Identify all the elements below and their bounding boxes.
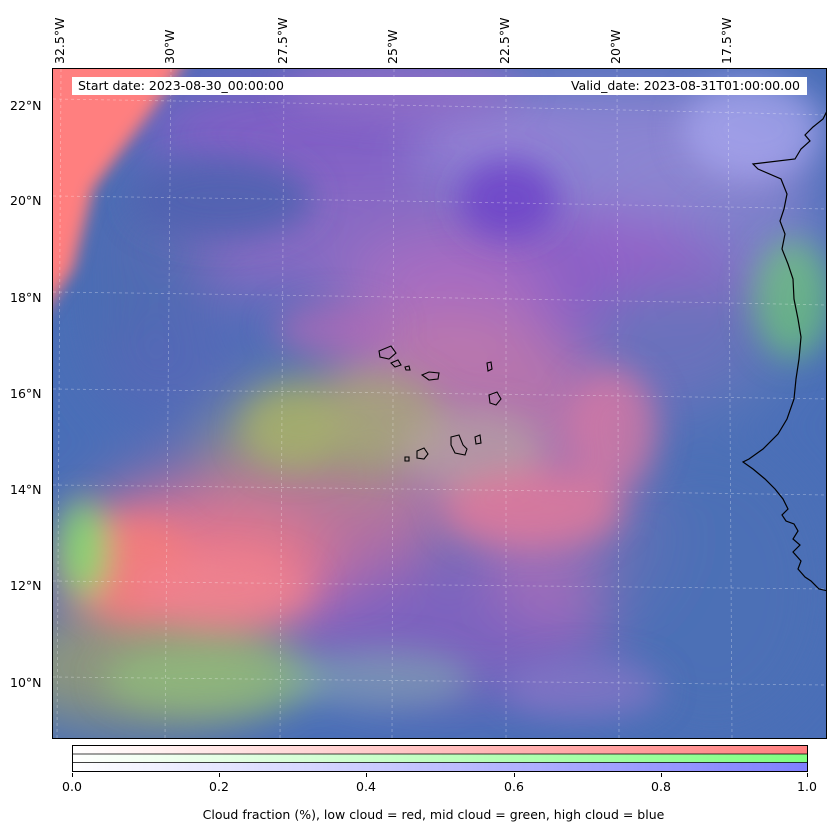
lat-label-10n: 10°N bbox=[10, 675, 42, 690]
lon-label-27-5w: 27.5°W bbox=[275, 17, 290, 64]
lat-label-20n: 20°N bbox=[10, 193, 42, 208]
lat-label-14n: 14°N bbox=[10, 482, 42, 497]
lon-label-32-5w: 32.5°W bbox=[52, 17, 67, 64]
colorbar-low-cloud bbox=[72, 745, 808, 754]
low-cloud-corner bbox=[53, 69, 180, 299]
colorbar-tickmark bbox=[661, 773, 662, 777]
lon-label-22-5w: 22.5°W bbox=[497, 17, 512, 64]
lat-label-18n: 18°N bbox=[10, 290, 42, 305]
graticule bbox=[53, 69, 826, 738]
valid-date: Valid_date: 2023-08-31T01:00:00.00 bbox=[570, 78, 800, 93]
colorbar-mid-cloud bbox=[72, 754, 808, 763]
colorbar-tickmark bbox=[219, 773, 220, 777]
map-header: Start date: 2023-08-30_00:00:00 Valid_da… bbox=[72, 77, 807, 95]
lat-label-12n: 12°N bbox=[10, 578, 42, 593]
cape-verde-islands bbox=[378, 345, 502, 462]
colorbar-tickmark bbox=[807, 773, 808, 777]
lat-label-16n: 16°N bbox=[10, 386, 42, 401]
colorbar-tick-0-8: 0.8 bbox=[651, 779, 671, 794]
lon-label-17-5w: 17.5°W bbox=[719, 17, 734, 64]
colorbar-tick-0-2: 0.2 bbox=[209, 779, 229, 794]
colorbar-tick-0-4: 0.4 bbox=[356, 779, 376, 794]
colorbar-caption: Cloud fraction (%), low cloud = red, mid… bbox=[202, 807, 665, 822]
colorbar-tick-1: 1.0 bbox=[797, 779, 817, 794]
colorbar-tick-0: 0.0 bbox=[62, 779, 82, 794]
colorbar-tickmark bbox=[366, 773, 367, 777]
colorbar bbox=[72, 745, 808, 772]
lon-label-25w: 25°W bbox=[385, 29, 400, 64]
lon-label-30w: 30°W bbox=[162, 29, 177, 64]
colorbar-tickmark bbox=[72, 773, 73, 777]
colorbar-tickmark bbox=[514, 773, 515, 777]
lat-label-22n: 22°N bbox=[10, 98, 42, 113]
start-date: Start date: 2023-08-30_00:00:00 bbox=[78, 78, 284, 93]
cloud-detail-layer bbox=[58, 69, 826, 719]
colorbar-tick-0-6: 0.6 bbox=[504, 779, 524, 794]
cloud-fraction-map[interactable] bbox=[52, 68, 827, 739]
africa-coastline bbox=[741, 111, 826, 592]
colorbar-high-cloud bbox=[72, 762, 808, 772]
lon-label-20w: 20°W bbox=[608, 29, 623, 64]
